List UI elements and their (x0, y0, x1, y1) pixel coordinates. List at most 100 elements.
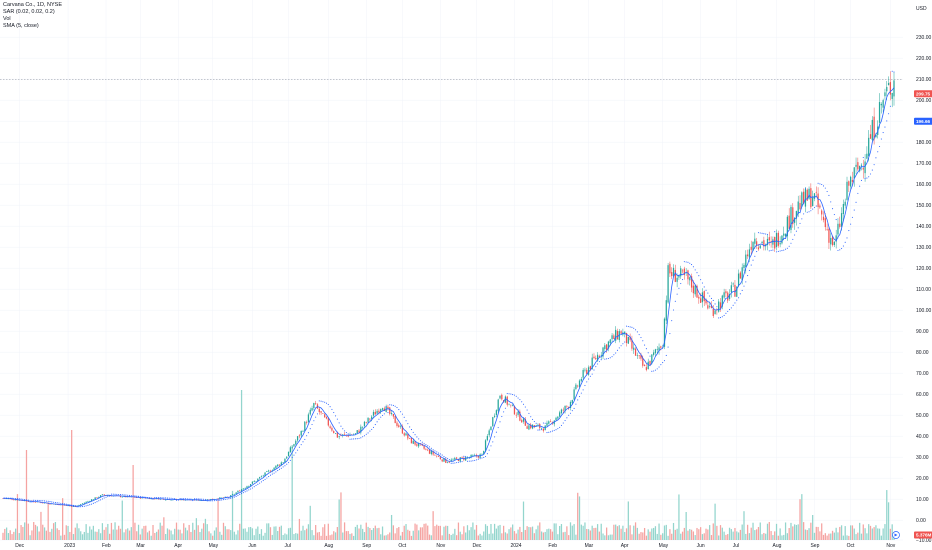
candle-body (587, 367, 590, 375)
volume-bar (226, 529, 228, 540)
volume-bar (161, 525, 163, 540)
sar-dot (65, 503, 67, 505)
volume-bar (662, 533, 664, 540)
sar-dot (251, 487, 253, 489)
x-tick-label: Feb (548, 543, 557, 549)
sar-dot (857, 192, 859, 194)
volume-bar (493, 523, 496, 540)
candle-body (493, 415, 496, 417)
sar-dot (233, 496, 235, 498)
volume-bar (461, 534, 463, 540)
price-axis[interactable]: −10.00 0.00 10.00 20.00 30.00 40.00 50.00 60.00… (916, 35, 932, 544)
candle-body (624, 331, 626, 334)
candle-body (873, 116, 875, 140)
volume-bar (291, 445, 293, 540)
symbol-title[interactable]: Carvana Co., 1D, NYSE (3, 2, 62, 8)
sar-dot (676, 293, 678, 295)
sar-dot (224, 498, 226, 500)
sma-legend[interactable]: SMA (5, close) (3, 23, 39, 29)
volume-legend[interactable]: Vol (3, 16, 11, 22)
volume-bar (851, 525, 854, 540)
candle-body (483, 450, 485, 455)
sar-dot (524, 406, 526, 408)
sar-dot (81, 505, 84, 508)
scroll-to-realtime-button[interactable] (892, 531, 900, 539)
candle-body (81, 503, 84, 505)
x-tick-label: Jul (733, 543, 739, 549)
sar-dot (13, 497, 15, 499)
sar-dot (306, 435, 308, 437)
sar-dot (541, 429, 543, 431)
candle-body (58, 504, 60, 506)
candle-body (15, 499, 17, 501)
time-axis[interactable]: Dec 2023 Feb Mar Apr May Jun Jul Aug Sep Oct Nov Dec… (15, 543, 896, 549)
sar-dot (687, 261, 689, 263)
volume-bar (266, 523, 268, 540)
volume-bar (502, 525, 505, 540)
candle-body (723, 292, 725, 298)
sar-dot (624, 341, 626, 343)
sar-dot (354, 438, 356, 440)
candle-body (381, 408, 384, 410)
candle-body (80, 504, 82, 505)
sar-dot (156, 497, 158, 499)
sar-dot (34, 499, 37, 501)
volume-bar (186, 530, 188, 540)
candle-body (812, 197, 814, 207)
sar-dot (219, 499, 221, 501)
candle-body (781, 235, 783, 244)
volume-bar (108, 533, 111, 540)
volume-bar (721, 527, 723, 540)
sar-dot (280, 467, 282, 469)
volume-bar (463, 526, 465, 540)
sar-dot (718, 317, 720, 319)
candle-body (714, 310, 716, 315)
volume-bar (94, 531, 96, 540)
candle-body (324, 414, 326, 418)
volume-bar (537, 525, 539, 540)
sar-dot (239, 493, 241, 496)
volume-bar (671, 533, 673, 540)
volume-bar (768, 522, 770, 540)
volume-bar (452, 533, 454, 540)
sar-dot (199, 498, 201, 500)
candle-body (886, 86, 888, 92)
candle-body (65, 505, 67, 506)
sar-dot (645, 348, 647, 350)
sar-dot (484, 455, 487, 458)
sar-dot (654, 369, 656, 371)
candle-body (479, 454, 481, 459)
sar-dot (562, 422, 564, 424)
candle-body (732, 283, 734, 285)
volume-bar (701, 534, 704, 540)
volume-bar (587, 529, 590, 540)
volume-bar (779, 528, 781, 540)
volume-bar (255, 528, 257, 540)
sar-legend[interactable]: SAR (0.02, 0.02, 0.2) (3, 9, 55, 15)
volume-bar (763, 533, 765, 540)
sar-dot (181, 498, 183, 500)
volume-bar (754, 530, 756, 540)
volume-bar (860, 533, 863, 540)
sar-dot (752, 259, 754, 261)
volume-bar (168, 529, 170, 540)
candle-body (689, 277, 691, 281)
sar-dot (756, 251, 758, 253)
volume-bar (634, 522, 637, 540)
volume-bar (249, 526, 252, 540)
sar-dot (882, 132, 884, 134)
volume-bar (398, 527, 400, 540)
volume-bar (369, 528, 371, 540)
candle-body (598, 355, 601, 357)
sar-dot (389, 404, 391, 406)
candle-body (486, 435, 488, 441)
candle-body (318, 408, 320, 413)
candle-body (774, 236, 776, 249)
sar-dot (206, 500, 208, 502)
candle-body (871, 119, 873, 141)
candle-body (338, 436, 340, 438)
sar-dot (504, 407, 506, 409)
sar-dot (586, 381, 588, 383)
candle-body (34, 501, 37, 503)
